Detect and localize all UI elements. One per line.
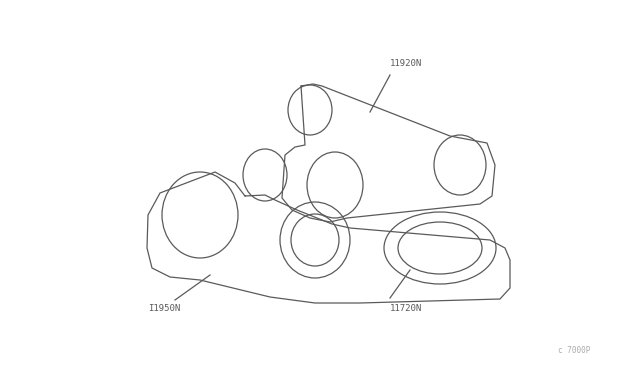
Text: 11920N: 11920N xyxy=(390,59,422,68)
Text: c 7000P: c 7000P xyxy=(557,346,590,355)
Text: 11720N: 11720N xyxy=(390,304,422,313)
Text: I1950N: I1950N xyxy=(148,304,180,313)
